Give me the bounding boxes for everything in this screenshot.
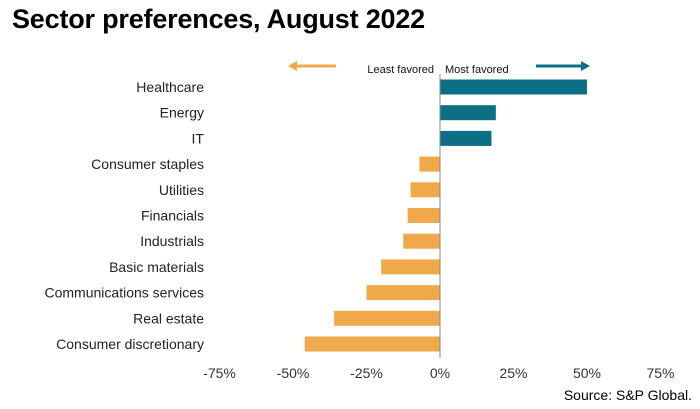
- category-label-consumer-staples: Consumer staples: [91, 156, 204, 172]
- bar-utilities: [410, 182, 440, 198]
- bar-it: [440, 130, 492, 146]
- x-tick-label: 75%: [646, 365, 674, 381]
- x-axis-ticks: -75% -50% -25% 0% 25% 50% 75%: [203, 365, 674, 381]
- category-label-healthcare: Healthcare: [136, 79, 204, 95]
- category-label-utilities: Utilities: [159, 182, 204, 198]
- category-label-real-estate: Real estate: [133, 310, 204, 326]
- category-label-consumer-discretionary: Consumer discretionary: [56, 336, 204, 352]
- category-labels: Healthcare Energy IT Consumer staples Utilit…: [45, 79, 205, 352]
- x-tick-label: -50%: [277, 365, 310, 381]
- legend-left-arrow-icon: [288, 61, 297, 71]
- x-tick-label: 50%: [573, 365, 601, 381]
- legend: Least favored Most favored: [288, 61, 590, 76]
- source-note: Source: S&P Global.: [563, 387, 692, 403]
- bar-real-estate: [334, 310, 440, 326]
- x-tick-label: -25%: [350, 365, 383, 381]
- bar-energy: [440, 105, 496, 121]
- category-label-communications-services: Communications services: [45, 285, 205, 301]
- bar-consumer-discretionary: [304, 336, 440, 352]
- bar-basic-materials: [381, 259, 440, 275]
- bar-industrials: [403, 233, 440, 249]
- bar-financials: [407, 208, 440, 223]
- category-label-financials: Financials: [141, 208, 204, 224]
- page-title: Sector preferences, August 2022: [12, 4, 425, 34]
- bar-healthcare: [440, 79, 587, 95]
- category-label-it: IT: [192, 130, 205, 146]
- x-tick-label: 25%: [499, 365, 527, 381]
- bar-consumer-staples: [419, 156, 440, 172]
- x-tick-label: 0%: [430, 365, 450, 381]
- legend-right-arrow-icon: [581, 61, 590, 71]
- category-label-energy: Energy: [160, 105, 204, 121]
- x-tick-label: -75%: [203, 365, 236, 381]
- bar-communications-services: [366, 285, 440, 301]
- category-label-industrials: Industrials: [140, 233, 204, 249]
- legend-least-favored-label: Least favored: [367, 64, 434, 76]
- bars-group: [304, 79, 587, 352]
- legend-most-favored-label: Most favored: [445, 64, 509, 76]
- category-label-basic-materials: Basic materials: [109, 259, 204, 275]
